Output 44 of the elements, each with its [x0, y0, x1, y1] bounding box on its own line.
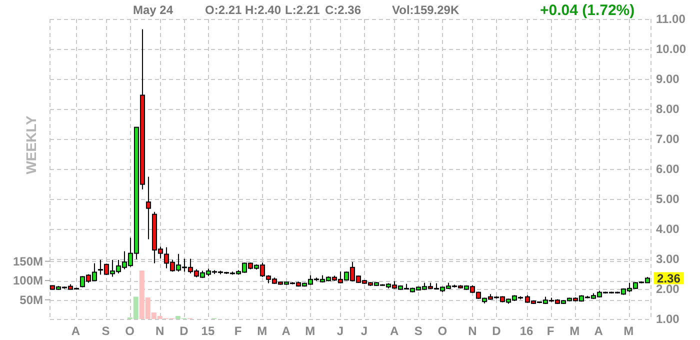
y-tick-label: 11.00: [656, 12, 686, 26]
x-tick-label: N: [468, 324, 477, 338]
text: May 24: [133, 3, 174, 17]
x-tick-label: D: [492, 324, 502, 338]
y-tick-label: 7.00: [656, 132, 680, 146]
y2-tick-label: 150M: [12, 254, 43, 269]
text: WEEKLY: [23, 115, 39, 174]
x-tick-label: M: [624, 324, 634, 338]
y2-tick-label: 50M: [20, 292, 44, 307]
x-tick-label: A: [390, 324, 399, 338]
x-tick-label: 15: [201, 324, 215, 338]
x-tick-label: S: [102, 324, 110, 338]
y-tick-label: 5.00: [656, 192, 680, 206]
y-tick-label: 3.00: [656, 252, 680, 266]
x-tick-label: 16: [520, 324, 534, 338]
x-tick-label: A: [594, 324, 604, 338]
y-tick-label: 8.00: [656, 102, 680, 116]
x-tick-label: F: [546, 324, 554, 338]
y2-tick-label: 100M: [12, 274, 43, 288]
candlestick: [146, 176, 151, 240]
text: C:2.36: [325, 3, 362, 17]
x-tick-label: S: [414, 324, 422, 338]
text: H:2.40: [245, 3, 282, 17]
y-tick-label: 10.00: [656, 42, 686, 56]
x-tick-label: J: [360, 324, 368, 338]
text: O:2.21: [205, 3, 242, 17]
y-tick-label: 1.00: [656, 312, 680, 326]
y-tick-label: 9.00: [656, 72, 680, 86]
x-tick-label: J: [336, 324, 344, 338]
x-tick-label: M: [570, 324, 580, 338]
x-tick-label: F: [234, 324, 242, 338]
x-tick-label: N: [156, 324, 164, 338]
x-tick-label: A: [282, 324, 291, 338]
x-tick-label: M: [305, 324, 316, 338]
y-tick-label: 6.00: [656, 162, 680, 176]
text: L:2.21: [285, 3, 320, 17]
text: Vol:159.29K: [392, 3, 460, 17]
y-tick-label: 4.00: [656, 222, 680, 236]
x-tick-label: O: [438, 324, 448, 338]
text: +0.04 (1.72%): [540, 2, 635, 19]
x-tick-label: O: [125, 324, 135, 338]
x-tick-label: D: [180, 324, 189, 338]
x-tick-label: A: [71, 324, 80, 338]
x-tick-label: M: [257, 324, 268, 338]
